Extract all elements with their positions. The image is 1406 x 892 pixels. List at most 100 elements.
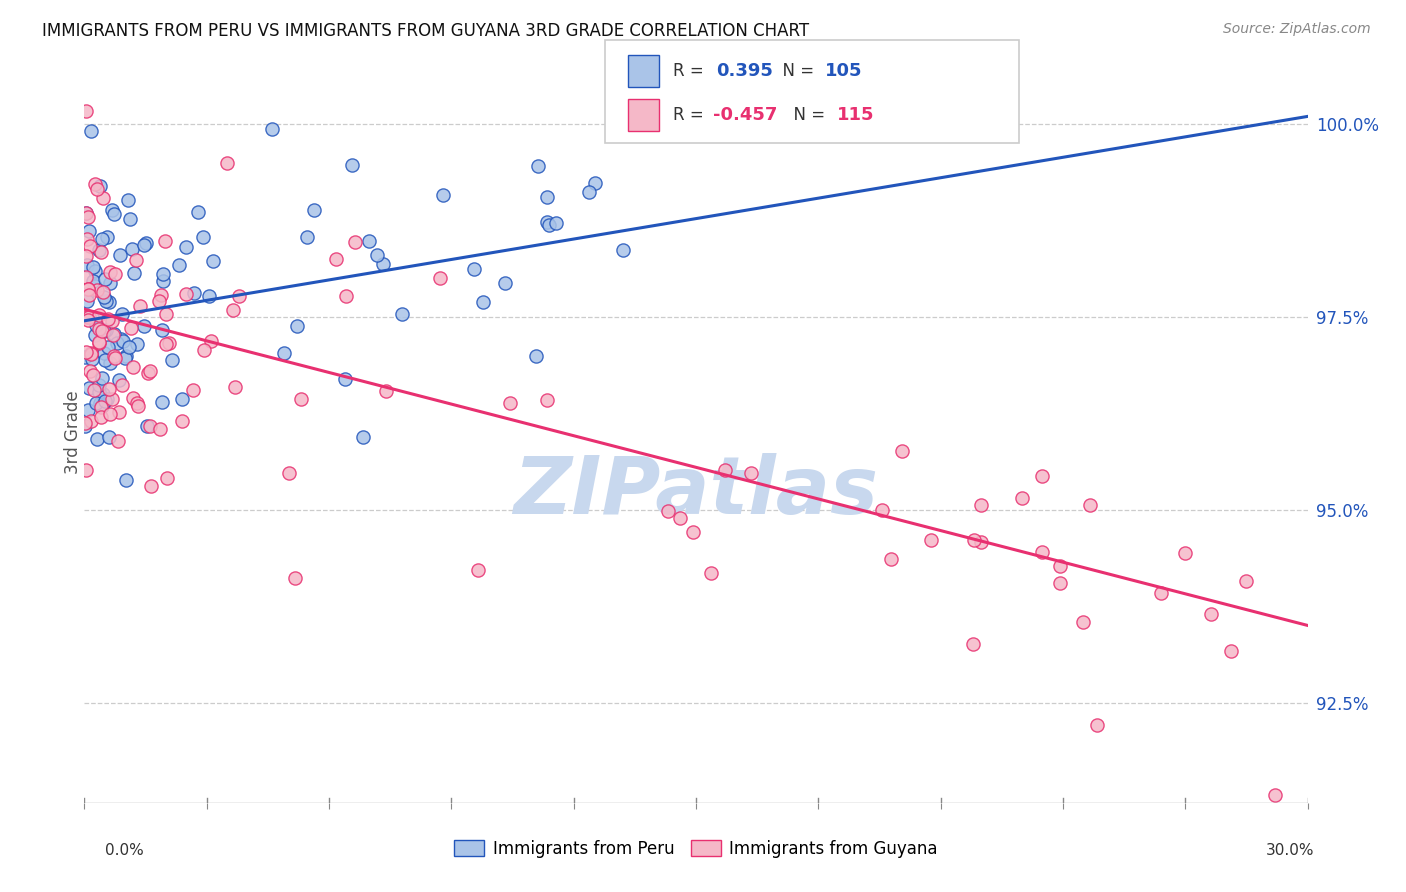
Point bbox=[86, 318, 108, 333]
Point bbox=[87, 243, 110, 257]
Point bbox=[77, 210, 100, 224]
Point bbox=[135, 419, 157, 434]
Point bbox=[167, 258, 190, 272]
Point bbox=[125, 252, 148, 267]
Point bbox=[87, 335, 110, 350]
Point bbox=[121, 242, 143, 256]
Point bbox=[86, 432, 108, 446]
Point bbox=[181, 383, 204, 397]
Point bbox=[285, 318, 308, 333]
Text: 0.395: 0.395 bbox=[716, 62, 772, 79]
Text: 0.0%: 0.0% bbox=[105, 843, 145, 858]
Point bbox=[1049, 559, 1071, 574]
Point bbox=[536, 392, 558, 407]
Point bbox=[962, 637, 984, 651]
Point bbox=[77, 224, 100, 238]
Text: R =: R = bbox=[673, 62, 714, 79]
Point bbox=[82, 274, 104, 288]
Point bbox=[890, 443, 912, 458]
Point bbox=[432, 187, 454, 202]
Point bbox=[172, 414, 194, 428]
Point bbox=[93, 324, 115, 338]
Point bbox=[87, 308, 110, 322]
Point bbox=[76, 403, 98, 417]
Point bbox=[111, 378, 134, 392]
Point bbox=[494, 276, 516, 290]
Point bbox=[156, 471, 179, 485]
Point bbox=[277, 466, 299, 480]
Text: N =: N = bbox=[783, 106, 831, 124]
Point bbox=[1011, 491, 1033, 505]
Text: ZIPatlas: ZIPatlas bbox=[513, 453, 879, 531]
Point bbox=[366, 248, 388, 262]
Point bbox=[114, 350, 136, 364]
Point bbox=[80, 414, 103, 428]
Point bbox=[96, 230, 118, 244]
Point bbox=[371, 257, 394, 271]
Point bbox=[97, 429, 120, 443]
Point bbox=[198, 288, 221, 302]
Point bbox=[1174, 546, 1197, 560]
Point bbox=[962, 533, 984, 548]
Point bbox=[86, 182, 108, 196]
Point bbox=[117, 194, 139, 208]
Point bbox=[524, 350, 547, 364]
Point bbox=[157, 336, 180, 351]
Point bbox=[93, 271, 115, 285]
Point bbox=[526, 159, 548, 173]
Point bbox=[325, 252, 347, 267]
Text: IMMIGRANTS FROM PERU VS IMMIGRANTS FROM GUYANA 3RD GRADE CORRELATION CHART: IMMIGRANTS FROM PERU VS IMMIGRANTS FROM … bbox=[42, 22, 810, 40]
Point bbox=[193, 343, 215, 358]
Point bbox=[150, 323, 173, 337]
Point bbox=[90, 245, 112, 260]
Point bbox=[153, 234, 176, 248]
Point bbox=[84, 278, 107, 293]
Point bbox=[391, 307, 413, 321]
Point bbox=[335, 288, 357, 302]
Point bbox=[284, 571, 307, 585]
Point bbox=[1085, 717, 1108, 731]
Point bbox=[94, 293, 117, 308]
Point bbox=[200, 334, 222, 349]
Point bbox=[499, 396, 522, 410]
Point bbox=[340, 158, 363, 172]
Point bbox=[1264, 788, 1286, 802]
Point bbox=[273, 346, 295, 360]
Point bbox=[127, 337, 149, 351]
Point bbox=[152, 274, 174, 288]
Point bbox=[89, 178, 111, 193]
Point bbox=[471, 294, 494, 309]
Point bbox=[98, 276, 121, 290]
Point bbox=[76, 310, 98, 324]
Point bbox=[1031, 468, 1053, 483]
Point bbox=[463, 261, 485, 276]
Legend: Immigrants from Peru, Immigrants from Guyana: Immigrants from Peru, Immigrants from Gu… bbox=[447, 833, 945, 865]
Point bbox=[79, 364, 101, 378]
Point bbox=[150, 395, 173, 409]
Point bbox=[657, 504, 679, 518]
Point bbox=[89, 385, 111, 400]
Point bbox=[1220, 644, 1243, 658]
Point bbox=[668, 510, 690, 524]
Point bbox=[75, 462, 97, 476]
Point bbox=[101, 327, 124, 342]
Point bbox=[150, 288, 173, 302]
Point bbox=[879, 551, 901, 566]
Point bbox=[75, 206, 97, 220]
Point bbox=[97, 294, 120, 309]
Point bbox=[75, 104, 97, 119]
Point bbox=[160, 353, 183, 368]
Point bbox=[79, 239, 101, 253]
Point bbox=[127, 396, 149, 410]
Point bbox=[110, 332, 132, 346]
Point bbox=[103, 207, 125, 221]
Point bbox=[93, 290, 115, 304]
Point bbox=[96, 392, 118, 406]
Point bbox=[152, 267, 174, 281]
Point bbox=[174, 240, 197, 254]
Point bbox=[127, 399, 149, 413]
Point bbox=[1199, 607, 1222, 622]
Point bbox=[77, 381, 100, 395]
Point bbox=[104, 351, 127, 365]
Point bbox=[75, 418, 97, 433]
